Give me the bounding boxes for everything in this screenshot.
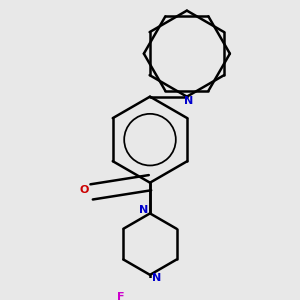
Text: F: F <box>117 292 124 300</box>
Text: N: N <box>139 205 148 215</box>
Text: N: N <box>152 273 161 283</box>
Text: N: N <box>184 96 193 106</box>
Text: O: O <box>79 185 88 195</box>
